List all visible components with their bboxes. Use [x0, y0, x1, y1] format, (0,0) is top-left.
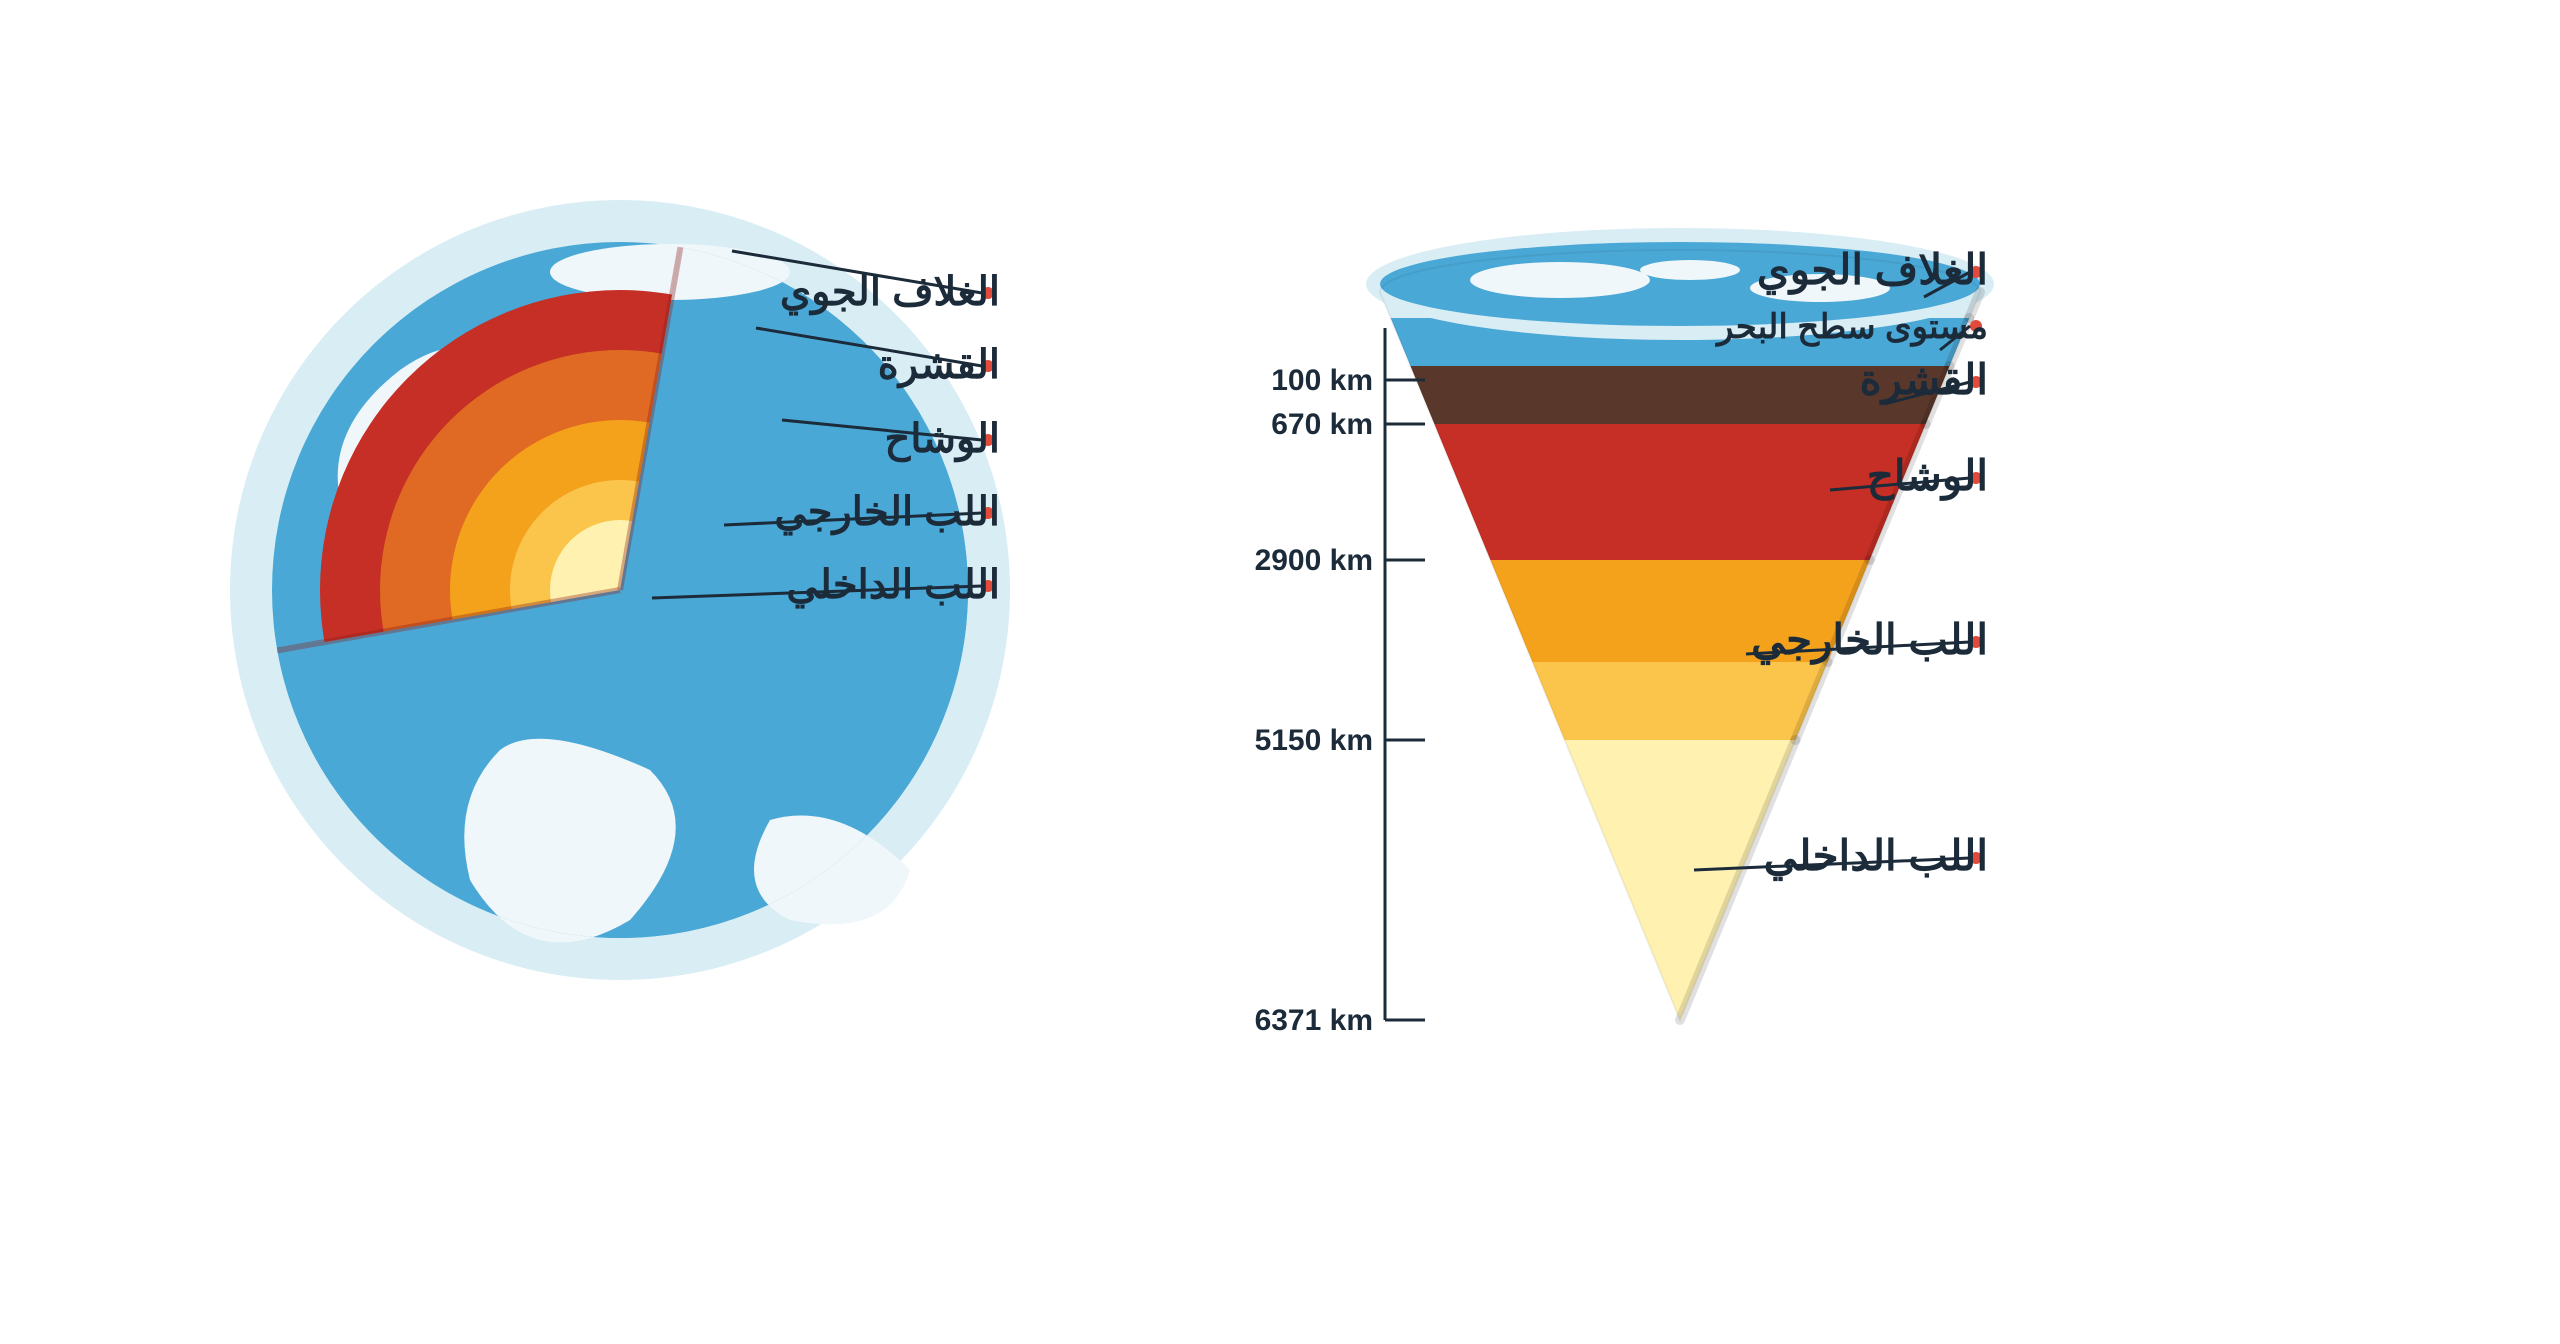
globe-label: اللب الداخلي: [786, 563, 1000, 609]
cone-label: القشرة: [1860, 356, 1988, 405]
cone-label: الوشاح: [1867, 452, 1988, 501]
depth-label: 100 km: [1271, 364, 1373, 397]
cone-layer-outer_core2: [1532, 662, 1827, 740]
depth-label: 6371 km: [1255, 1004, 1373, 1037]
globe-cutaway: الغلاف الجوي القشرة الوشاح اللب الخارجي اللب…: [230, 200, 1010, 980]
cone-label: الغلاف الجوي: [1757, 246, 1988, 295]
cone-label: اللب الخارجي: [1751, 616, 1988, 665]
globe-label: الغلاف الجوي: [780, 270, 1000, 316]
cone-layer-inner_core: [1565, 740, 1796, 1020]
cone-label: اللب الداخلي: [1764, 832, 1988, 881]
globe-label: اللب الخارجي: [774, 490, 1000, 536]
depth-label: 670 km: [1271, 408, 1373, 441]
cone-label: مستوى سطح البحر: [1715, 308, 1988, 347]
depth-cone: 100 km 670 km 2900 km 5150 km 6371 km الغلاف …: [1255, 228, 2003, 1037]
depth-label: 2900 km: [1255, 544, 1373, 577]
cone-layer-mantle: [1434, 424, 1925, 560]
earth-layers-diagram: الغلاف الجوي القشرة الوشاح اللب الخارجي اللب…: [0, 0, 2560, 1344]
depth-label: 5150 km: [1255, 724, 1373, 757]
globe-label: القشرة: [878, 343, 1000, 389]
globe-label: الوشاح: [885, 417, 1001, 463]
